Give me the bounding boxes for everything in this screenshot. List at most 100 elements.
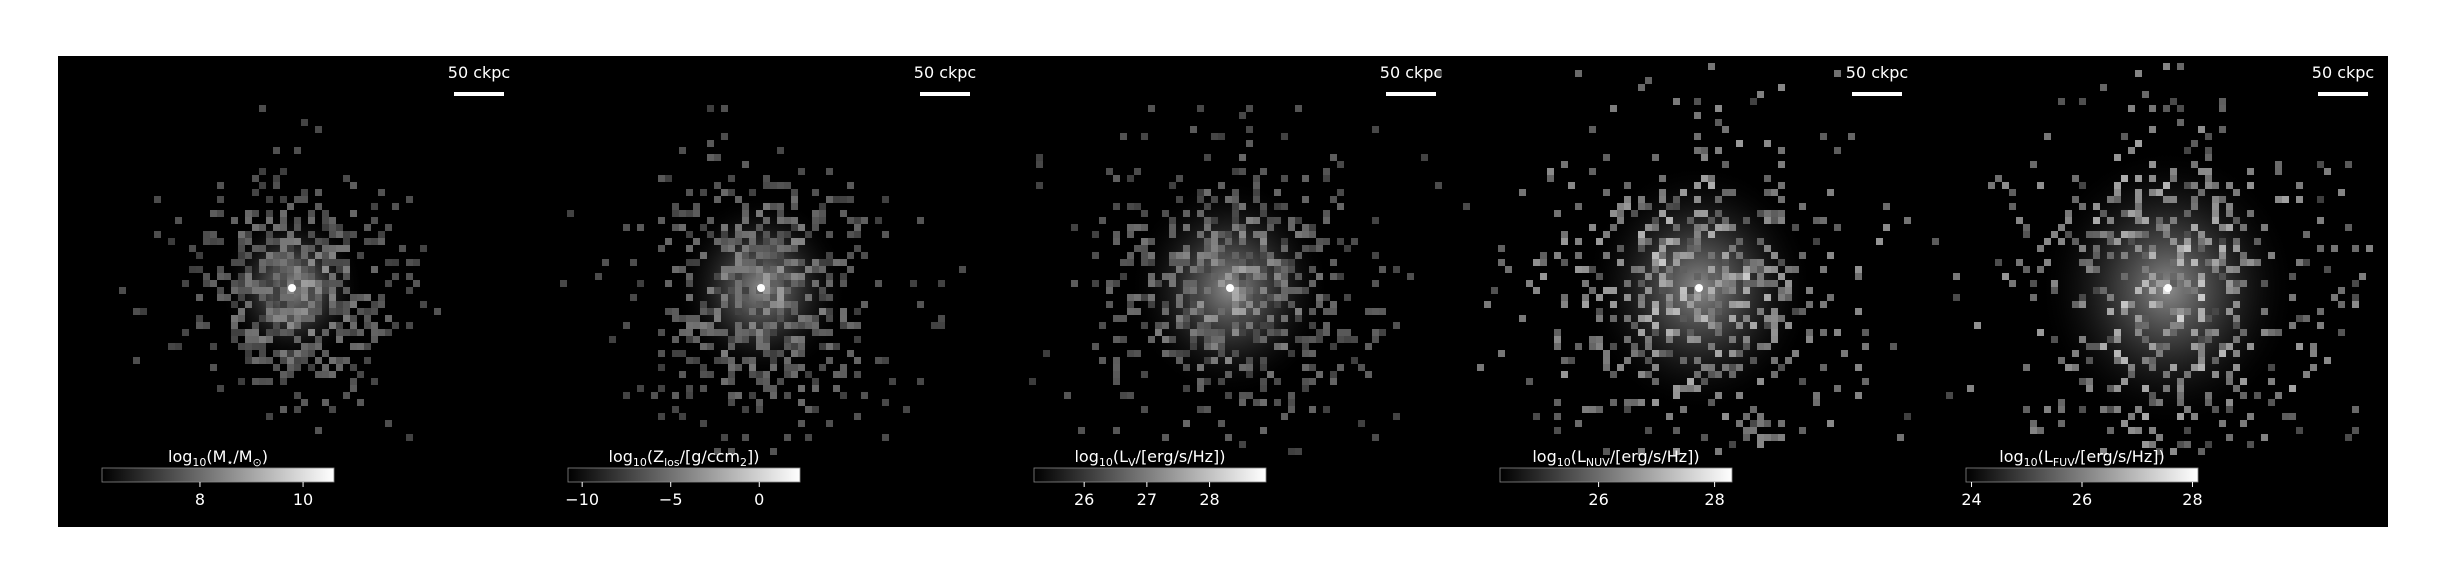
image-pixel <box>280 245 287 252</box>
image-pixel <box>1624 336 1631 343</box>
image-pixel <box>1778 210 1785 217</box>
image-pixel <box>1610 343 1617 350</box>
image-pixel <box>2177 315 2184 322</box>
image-pixel <box>1113 378 1120 385</box>
image-pixel <box>1743 287 1750 294</box>
image-pixel <box>2156 448 2163 455</box>
image-pixel <box>308 301 315 308</box>
image-pixel <box>1694 98 1701 105</box>
image-pixel <box>1834 147 1841 154</box>
image-pixel <box>700 224 707 231</box>
image-pixel <box>2233 336 2240 343</box>
image-pixel <box>1757 343 1764 350</box>
image-pixel <box>371 308 378 315</box>
image-pixel <box>1162 434 1169 441</box>
image-pixel <box>882 357 889 364</box>
image-pixel <box>1127 224 1134 231</box>
image-pixel <box>1750 266 1757 273</box>
image-pixel <box>2184 287 2191 294</box>
image-pixel <box>1785 322 1792 329</box>
image-pixel <box>308 266 315 273</box>
image-pixel <box>2065 231 2072 238</box>
image-pixel <box>308 294 315 301</box>
image-pixel <box>322 371 329 378</box>
label-part: /[erg/s/Hz]) <box>1610 447 1700 466</box>
image-pixel <box>287 357 294 364</box>
image-pixel <box>2282 413 2289 420</box>
image-pixel <box>1694 133 1701 140</box>
image-pixel <box>693 336 700 343</box>
image-pixel <box>1813 392 1820 399</box>
image-pixel <box>812 406 819 413</box>
image-pixel <box>1169 182 1176 189</box>
image-pixel <box>791 280 798 287</box>
image-pixel <box>1267 224 1274 231</box>
colorbar <box>1499 467 1733 483</box>
image-pixel <box>2163 280 2170 287</box>
image-pixel <box>1134 224 1141 231</box>
image-pixel <box>1617 203 1624 210</box>
image-pixel <box>2219 224 2226 231</box>
image-pixel <box>938 315 945 322</box>
image-pixel <box>1757 210 1764 217</box>
image-pixel <box>301 196 308 203</box>
image-pixel <box>2149 392 2156 399</box>
image-pixel <box>602 259 609 266</box>
image-pixel <box>1757 238 1764 245</box>
image-pixel <box>2135 175 2142 182</box>
image-pixel <box>1715 196 1722 203</box>
image-pixel <box>1778 259 1785 266</box>
image-pixel <box>378 294 385 301</box>
image-pixel <box>2324 266 2331 273</box>
image-pixel <box>791 203 798 210</box>
image-pixel <box>2261 280 2268 287</box>
image-pixel <box>672 308 679 315</box>
image-pixel <box>2198 448 2205 455</box>
image-pixel <box>2002 182 2009 189</box>
image-pixel <box>1701 147 1708 154</box>
image-pixel <box>343 308 350 315</box>
image-pixel <box>847 252 854 259</box>
image-pixel <box>1638 301 1645 308</box>
image-pixel <box>280 238 287 245</box>
image-pixel <box>742 217 749 224</box>
image-pixel <box>1582 280 1589 287</box>
image-pixel <box>1729 364 1736 371</box>
image-pixel <box>2226 203 2233 210</box>
image-pixel <box>742 329 749 336</box>
image-pixel <box>350 231 357 238</box>
image-pixel <box>2303 371 2310 378</box>
image-pixel <box>826 420 833 427</box>
image-pixel <box>1827 420 1834 427</box>
image-pixel <box>2226 210 2233 217</box>
image-pixel <box>2177 441 2184 448</box>
image-pixel <box>301 343 308 350</box>
image-pixel <box>154 196 161 203</box>
image-pixel <box>1876 238 1883 245</box>
image-pixel <box>2205 147 2212 154</box>
image-pixel <box>2128 371 2135 378</box>
image-pixel <box>294 357 301 364</box>
image-pixel <box>784 322 791 329</box>
image-pixel <box>763 231 770 238</box>
image-pixel <box>1638 280 1645 287</box>
image-pixel <box>2212 329 2219 336</box>
image-pixel <box>1253 329 1260 336</box>
image-pixel <box>840 259 847 266</box>
image-pixel <box>252 329 259 336</box>
image-pixel <box>791 301 798 308</box>
image-pixel <box>2086 343 2093 350</box>
image-pixel <box>1281 238 1288 245</box>
image-pixel <box>294 238 301 245</box>
image-pixel <box>343 273 350 280</box>
image-pixel <box>1218 259 1225 266</box>
image-pixel <box>350 301 357 308</box>
image-pixel <box>840 210 847 217</box>
image-pixel <box>1169 224 1176 231</box>
image-pixel <box>784 287 791 294</box>
image-pixel <box>2072 175 2079 182</box>
image-pixel <box>721 266 728 273</box>
image-pixel <box>1673 385 1680 392</box>
image-pixel <box>1764 245 1771 252</box>
image-pixel <box>1036 161 1043 168</box>
